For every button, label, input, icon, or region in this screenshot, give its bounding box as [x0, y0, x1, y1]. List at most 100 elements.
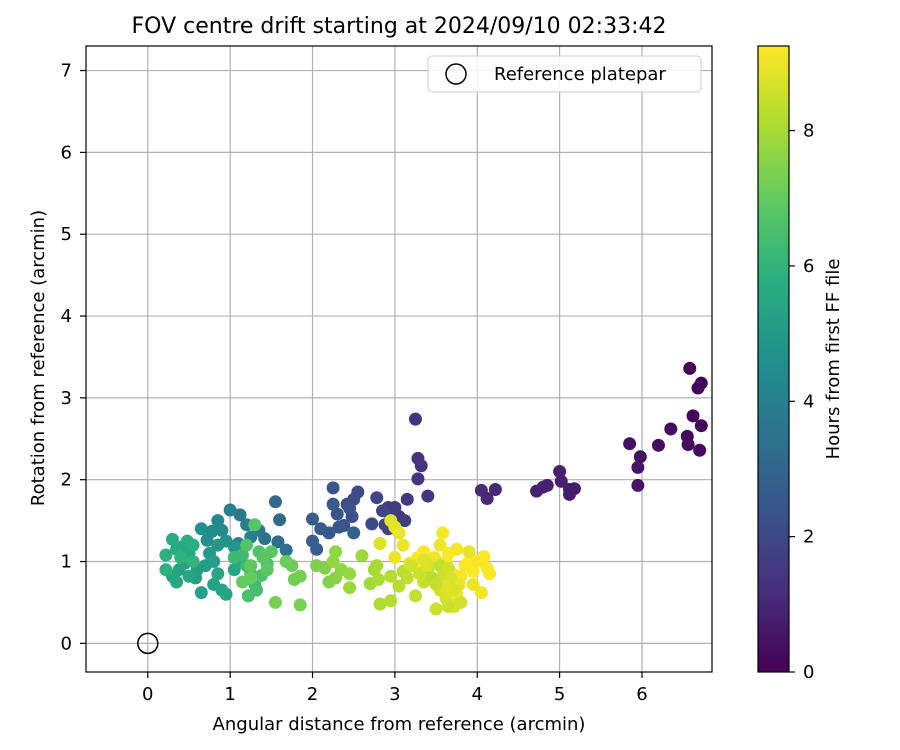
data-point — [365, 517, 379, 531]
data-point — [408, 412, 422, 426]
data-point — [454, 595, 468, 609]
colorbar-label: Hours from first FF file — [823, 259, 844, 460]
legend-label-reference: Reference platepar — [494, 64, 666, 85]
data-point — [370, 491, 384, 505]
data-point — [219, 587, 233, 601]
data-point — [447, 583, 461, 597]
data-point — [211, 514, 225, 528]
y-tick-label: 1 — [61, 552, 72, 573]
legend-marker-reference — [445, 63, 467, 85]
data-point — [194, 522, 208, 536]
data-points — [159, 361, 708, 616]
data-point — [408, 589, 422, 603]
y-tick-label: 6 — [61, 142, 72, 163]
data-point — [388, 550, 402, 564]
data-point — [683, 361, 697, 375]
colorbar: 0 2 4 6 8 Hours from first FF file — [757, 45, 844, 683]
data-point — [694, 419, 708, 433]
data-point — [488, 483, 502, 497]
data-point — [170, 575, 184, 589]
grid-lines — [86, 46, 712, 672]
colorbar-tick-label: 2 — [803, 527, 814, 548]
data-point — [186, 555, 200, 569]
x-axis-label: Angular distance from reference (arcmin) — [213, 714, 586, 735]
data-point — [686, 409, 700, 423]
data-point — [664, 422, 678, 436]
data-point — [398, 514, 412, 528]
data-point — [691, 381, 705, 395]
data-point — [215, 523, 229, 537]
data-point — [441, 600, 455, 614]
data-point — [330, 507, 344, 521]
y-tick-label: 2 — [61, 470, 72, 491]
data-point — [384, 569, 398, 583]
legend-box — [427, 55, 702, 93]
data-point — [159, 548, 173, 562]
data-point — [414, 459, 428, 473]
data-point — [223, 503, 237, 517]
data-point — [370, 559, 384, 573]
data-point — [314, 522, 328, 536]
data-point — [693, 443, 707, 457]
colorbar-tick-label: 6 — [803, 256, 814, 277]
data-point — [433, 538, 447, 552]
data-point — [563, 487, 577, 501]
legend: Reference platepar — [427, 55, 702, 93]
data-point — [474, 483, 488, 497]
data-point — [417, 553, 431, 567]
data-point — [182, 569, 196, 583]
data-point — [384, 594, 398, 608]
data-point — [268, 595, 282, 609]
data-point — [159, 563, 173, 577]
data-point — [241, 589, 255, 603]
data-point — [248, 518, 262, 532]
data-point — [483, 567, 497, 581]
y-axis-ticks: 0 1 2 3 4 5 6 7 — [61, 61, 86, 654]
x-tick-label: 6 — [636, 684, 647, 705]
data-point — [429, 577, 443, 591]
x-axis-ticks: 0 1 2 3 4 5 6 — [142, 672, 648, 705]
data-point — [332, 520, 346, 534]
data-point — [186, 538, 200, 552]
data-point — [413, 567, 427, 581]
data-point — [227, 540, 241, 554]
data-point — [373, 597, 387, 611]
data-point — [554, 474, 568, 488]
data-point — [165, 532, 179, 546]
data-point — [285, 559, 299, 573]
data-point — [411, 472, 425, 486]
colorbar-tick-label: 8 — [803, 121, 814, 142]
data-point — [264, 545, 278, 559]
y-tick-label: 3 — [61, 388, 72, 409]
data-point — [240, 538, 254, 552]
plot-frame — [85, 45, 713, 673]
data-point — [306, 512, 320, 526]
data-point — [293, 569, 307, 583]
x-tick-label: 0 — [142, 684, 153, 705]
data-point — [466, 577, 480, 591]
data-point — [326, 555, 340, 569]
y-tick-label: 4 — [61, 306, 72, 327]
data-point — [429, 602, 443, 616]
data-point — [268, 495, 282, 509]
data-point — [530, 484, 544, 498]
reference-platepar-marker — [137, 632, 159, 655]
data-point — [236, 548, 249, 562]
data-point — [260, 563, 274, 577]
data-point — [343, 567, 357, 581]
x-tick-label: 2 — [307, 684, 318, 705]
data-point — [326, 497, 340, 511]
data-point — [392, 579, 406, 593]
y-axis-label: Rotation from reference (arcmin) — [28, 210, 49, 506]
data-point — [343, 581, 357, 595]
data-point — [631, 478, 645, 492]
data-point — [631, 460, 645, 474]
data-point — [211, 567, 225, 581]
data-point — [400, 571, 414, 585]
data-point — [371, 573, 385, 587]
data-point — [396, 538, 410, 552]
data-point — [329, 545, 343, 559]
y-tick-label: 7 — [61, 61, 72, 82]
x-tick-label: 1 — [224, 684, 235, 705]
